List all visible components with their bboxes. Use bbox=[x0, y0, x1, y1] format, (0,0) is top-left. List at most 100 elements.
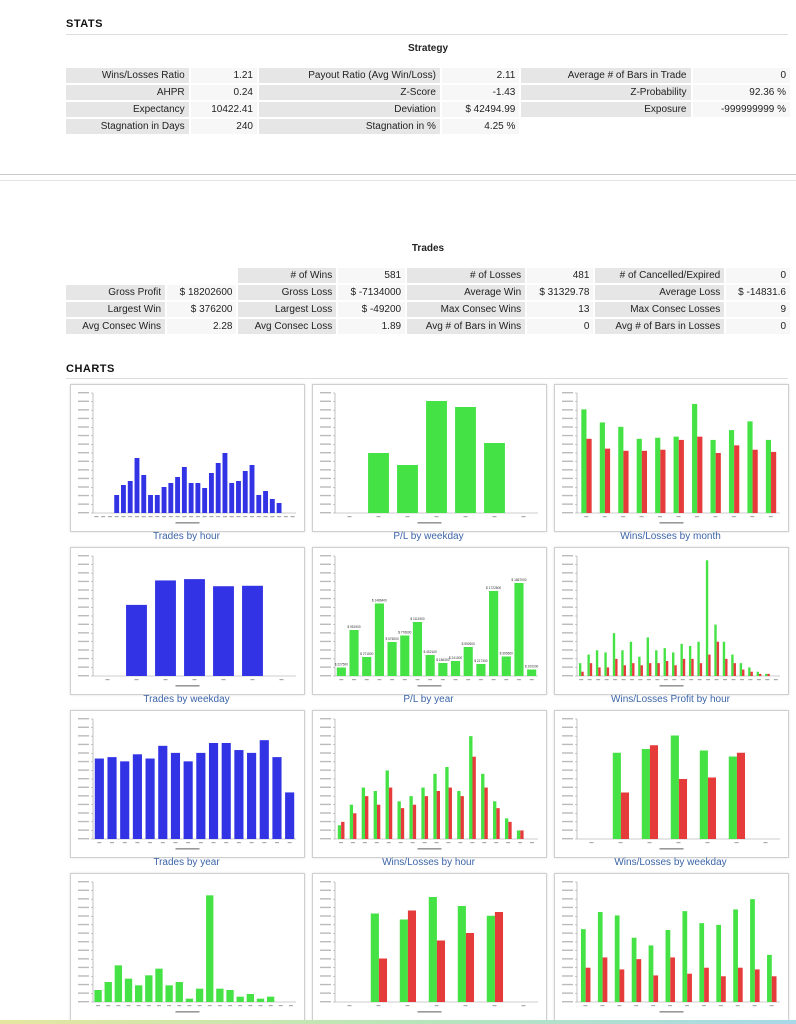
chart-wins-losses-by-hour[interactable] bbox=[312, 710, 547, 858]
x-tick-label bbox=[216, 516, 221, 518]
chart-wins-losses-profit-by-month[interactable] bbox=[554, 873, 789, 1021]
y-tick-label bbox=[562, 597, 573, 600]
x-tick-label bbox=[338, 842, 343, 844]
chart-caption-trades-by-weekday[interactable]: Trades by weekday bbox=[143, 694, 230, 705]
chart-pl-by-year[interactable]: $ 227500 $ 951900 $ 271500 $ 1486400 $ 57600… bbox=[312, 547, 547, 695]
y-tick-label bbox=[562, 426, 573, 428]
x-axis-title bbox=[175, 685, 200, 687]
x-tick-label bbox=[600, 1005, 605, 1007]
y-tick-label bbox=[78, 443, 89, 445]
chart-caption-wins-losses-by-hour[interactable]: Wins/Losses by hour bbox=[382, 857, 475, 868]
y-tick-label bbox=[562, 983, 573, 986]
chart-pl-by-hour[interactable] bbox=[70, 873, 305, 1021]
x-tick-label bbox=[440, 679, 445, 681]
y-tick-label bbox=[78, 829, 89, 831]
stat-value: 240 bbox=[190, 119, 257, 134]
x-tick-label bbox=[731, 679, 736, 681]
y-tick-label bbox=[78, 409, 89, 411]
win-bar bbox=[580, 929, 586, 1002]
x-tick-label bbox=[518, 842, 523, 844]
x-tick-label bbox=[262, 842, 267, 844]
y-tick-label bbox=[320, 829, 331, 831]
chart-caption-pl-by-year[interactable]: P/L by year bbox=[403, 694, 454, 705]
chart-caption-pl-by-weekday[interactable]: P/L by weekday bbox=[393, 531, 464, 542]
stat-value: -1.43 bbox=[441, 85, 520, 100]
y-tick-label bbox=[562, 469, 573, 471]
trades-header-row: # of Wins 581 # of Losses 481 # of Cancelled… bbox=[66, 268, 790, 283]
bar bbox=[188, 483, 194, 513]
x-tick-label bbox=[141, 516, 146, 518]
chart-wins-losses-profit-by-hour[interactable] bbox=[554, 547, 789, 695]
y-tick-label bbox=[320, 503, 331, 505]
trade-label: Gross Loss bbox=[238, 285, 337, 300]
y-tick-label bbox=[320, 580, 331, 583]
strategy-row: Expectancy 10422.41 Deviation $ 42494.99 Exp… bbox=[66, 102, 790, 117]
win-bar bbox=[688, 646, 692, 676]
y-tick-label bbox=[562, 735, 573, 737]
y-tick-label bbox=[320, 512, 331, 514]
bar bbox=[501, 656, 511, 676]
chart-caption-wins-losses-profit-by-hour[interactable]: Wins/Losses Profit by hour bbox=[611, 694, 730, 705]
y-tick-label bbox=[320, 958, 331, 960]
stat-value bbox=[693, 119, 791, 134]
loss-bar bbox=[448, 787, 452, 839]
chart-trades-by-year[interactable] bbox=[70, 710, 305, 858]
bar bbox=[114, 495, 120, 513]
chart-caption-trades-by-hour[interactable]: Trades by hour bbox=[153, 531, 220, 542]
data-label: $ 241000 bbox=[449, 656, 463, 660]
x-tick-label bbox=[278, 1005, 283, 1007]
chart-caption-wins-losses-by-weekday[interactable]: Wins/Losses by weekday bbox=[614, 857, 727, 868]
y-tick-label bbox=[320, 726, 331, 728]
win-bar bbox=[614, 915, 620, 1002]
bar bbox=[397, 465, 418, 513]
stat-label: Exposure bbox=[521, 102, 691, 117]
chart-caption-trades-by-year[interactable]: Trades by year bbox=[153, 857, 220, 868]
bar bbox=[195, 988, 204, 1002]
x-tick-label bbox=[482, 842, 487, 844]
chart-wins-losses-by-weekday-2[interactable] bbox=[312, 873, 547, 1021]
data-label: $ 1867000 bbox=[511, 578, 526, 582]
loss-bar bbox=[412, 804, 417, 839]
y-tick-label bbox=[320, 469, 331, 471]
y-tick-label bbox=[78, 949, 89, 951]
y-tick-label bbox=[78, 932, 89, 934]
loss-bar bbox=[758, 673, 762, 676]
win-bar bbox=[595, 650, 599, 676]
chart-trades-by-weekday[interactable] bbox=[70, 547, 305, 695]
x-tick-label bbox=[492, 1005, 497, 1007]
y-tick-label bbox=[320, 760, 331, 763]
chart-pl-by-weekday[interactable] bbox=[312, 384, 547, 532]
chart-wins-losses-by-weekday[interactable] bbox=[554, 710, 789, 858]
loss-bar bbox=[640, 665, 643, 676]
y-tick-label bbox=[562, 966, 573, 969]
x-tick-label bbox=[156, 1005, 161, 1007]
chart-wins-losses-by-month[interactable] bbox=[554, 384, 789, 532]
stat-value: $ 42494.99 bbox=[441, 102, 520, 117]
x-tick-label bbox=[155, 516, 160, 518]
trade-label: Gross Profit bbox=[66, 285, 166, 300]
x-tick-label bbox=[676, 842, 681, 844]
x-tick-label bbox=[256, 516, 261, 518]
x-tick-label bbox=[651, 1005, 656, 1007]
loss-bar bbox=[460, 796, 464, 839]
win-bar bbox=[767, 954, 772, 1002]
stat-value: -999999999 % bbox=[692, 102, 790, 117]
bar bbox=[127, 481, 133, 513]
win-bar bbox=[672, 652, 675, 676]
loss-bar bbox=[615, 658, 618, 676]
bar bbox=[154, 495, 160, 513]
x-tick-label bbox=[446, 842, 451, 844]
stat-label: AHPR bbox=[66, 85, 189, 100]
chart-trades-by-hour[interactable] bbox=[70, 384, 305, 532]
loss-bar bbox=[620, 792, 630, 839]
win-bar bbox=[631, 937, 637, 1002]
bar bbox=[242, 471, 248, 513]
x-tick-label bbox=[748, 679, 753, 681]
y-tick-label bbox=[320, 675, 331, 677]
chart-caption-wins-losses-by-month[interactable]: Wins/Losses by month bbox=[620, 531, 721, 542]
trade-label: Average Loss bbox=[595, 285, 725, 300]
data-label: $ 1486400 bbox=[372, 599, 387, 603]
x-tick-label bbox=[135, 842, 140, 844]
y-tick-label bbox=[78, 657, 89, 660]
y-tick-label bbox=[78, 992, 89, 994]
